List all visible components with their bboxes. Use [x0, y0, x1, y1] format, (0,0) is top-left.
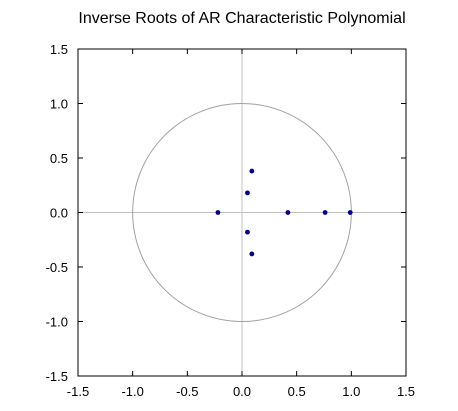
x-tick-label: 1.5: [397, 384, 415, 399]
y-tick-label: 1.0: [50, 97, 68, 112]
y-tick-label: -0.5: [46, 260, 68, 275]
y-tick-label: -1.0: [46, 315, 68, 330]
root-point: [215, 210, 221, 215]
root-point: [322, 210, 328, 215]
y-tick-label: -1.5: [46, 369, 68, 384]
x-tick-label: -1.0: [121, 384, 143, 399]
plot-area: -1.5 -1.0 -0.5 0.0 0.5 1.0 1.5 1.5 1.0 0.5 0.0 -0.5…: [46, 42, 415, 399]
root-point: [347, 210, 353, 215]
x-tick-label: 1.0: [342, 384, 360, 399]
x-tick-label: 0.5: [288, 384, 306, 399]
root-point: [245, 229, 250, 235]
x-tick-label: -0.5: [176, 384, 198, 399]
chart-title: Inverse Roots of AR Characteristic Polyn…: [78, 10, 405, 27]
x-tick-label: 0.0: [233, 384, 251, 399]
root-point: [245, 190, 250, 196]
root-point: [285, 210, 291, 215]
y-tick-label: 1.5: [50, 42, 68, 57]
x-tick-label: -1.5: [67, 384, 89, 399]
root-point: [249, 168, 255, 174]
y-tick-label: 0.5: [50, 151, 68, 166]
y-tick-label: 0.0: [50, 206, 68, 221]
root-point: [249, 251, 255, 257]
